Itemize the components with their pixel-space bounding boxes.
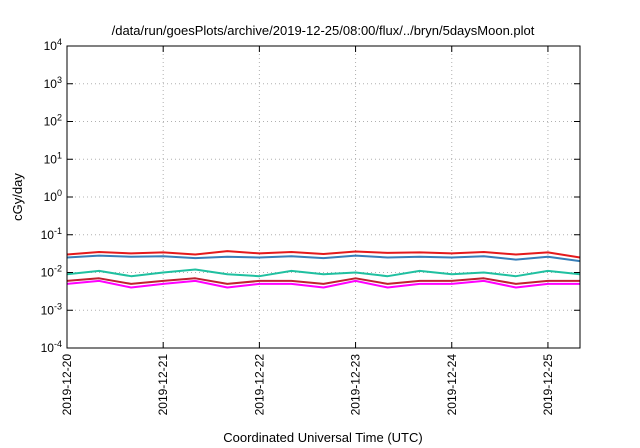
x-tick-label: 2019-12-23: [349, 354, 363, 416]
series-line-5: [66, 279, 580, 289]
x-tick-label: 2019-12-22: [252, 354, 266, 416]
chart-title: /data/run/goesPlots/archive/2019-12-25/0…: [112, 23, 535, 38]
grid: [67, 46, 580, 348]
x-axis-label: Coordinated Universal Time (UTC): [223, 430, 422, 445]
x-tick-label: 2019-12-24: [445, 354, 459, 416]
y-tick-label: 100: [44, 188, 62, 204]
y-tick-label: 10-4: [41, 339, 62, 355]
series-line-2: [66, 254, 581, 263]
x-axis: 2019-12-20 2019-12-21 2019-12-22 2019-12-23…: [60, 46, 555, 415]
series-group: [66, 250, 581, 289]
x-tick-label: 2019-12-21: [156, 354, 170, 416]
series-line-1: [66, 250, 581, 259]
y-tick-label: 10-1: [41, 226, 62, 242]
y-tick-label: 101: [44, 150, 62, 166]
y-tick-label: 104: [44, 37, 62, 53]
y-tick-label: 103: [44, 75, 62, 91]
series-line-4: [66, 277, 580, 285]
y-axis: 10-4 10-3 10-2 10-1 100 101 102 103 104: [41, 37, 580, 355]
y-tick-label: 102: [44, 113, 62, 129]
y-tick-label: 10-2: [41, 264, 62, 280]
y-tick-label: 10-3: [41, 301, 62, 317]
series-line-3: [66, 268, 581, 278]
x-tick-label: 2019-12-25: [541, 354, 555, 416]
x-tick-label: 2019-12-20: [60, 354, 74, 416]
y-axis-label: cGy/day: [10, 173, 25, 221]
